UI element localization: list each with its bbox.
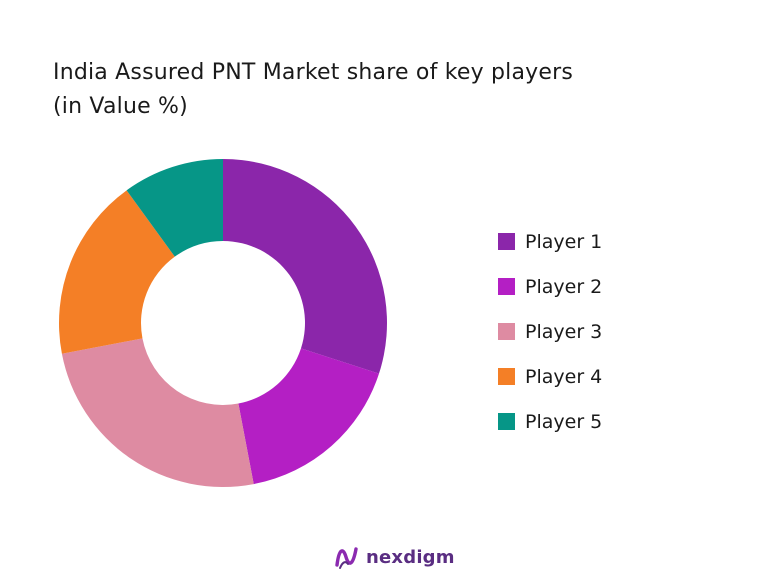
chart-legend: Player 1 Player 2 Player 3 Player 4 Player 5 bbox=[498, 219, 602, 444]
chart-title-line-2: (in Value %) bbox=[53, 94, 188, 119]
legend-swatch-3 bbox=[498, 323, 515, 340]
donut-slice-5 bbox=[126, 159, 223, 257]
legend-swatch-5 bbox=[498, 413, 515, 430]
legend-swatch-2 bbox=[498, 278, 515, 295]
donut-slice-2 bbox=[238, 348, 379, 485]
legend-label-3: Player 3 bbox=[525, 320, 603, 343]
legend-label-2: Player 2 bbox=[525, 275, 603, 298]
legend-item-1: Player 1 bbox=[498, 219, 602, 264]
donut-slice-3 bbox=[61, 338, 254, 488]
brand-name: nexdigm bbox=[366, 546, 455, 568]
legend-item-4: Player 4 bbox=[498, 354, 602, 399]
legend-label-1: Player 1 bbox=[525, 230, 603, 253]
chart-title: India Assured PNT Market share of key pl… bbox=[53, 56, 573, 124]
brand-footer: nexdigm bbox=[334, 543, 455, 571]
legend-label-5: Player 5 bbox=[525, 410, 603, 433]
nexdigm-logo-icon bbox=[335, 547, 358, 569]
donut-slice-4 bbox=[59, 190, 175, 354]
legend-swatch-1 bbox=[498, 233, 515, 250]
legend-label-4: Player 4 bbox=[525, 365, 603, 388]
legend-item-5: Player 5 bbox=[498, 399, 602, 444]
legend-swatch-4 bbox=[498, 368, 515, 385]
legend-item-3: Player 3 bbox=[498, 309, 602, 354]
donut-slice-1 bbox=[223, 159, 387, 374]
chart-title-line-1: India Assured PNT Market share of key pl… bbox=[53, 60, 574, 85]
legend-item-2: Player 2 bbox=[498, 264, 602, 309]
